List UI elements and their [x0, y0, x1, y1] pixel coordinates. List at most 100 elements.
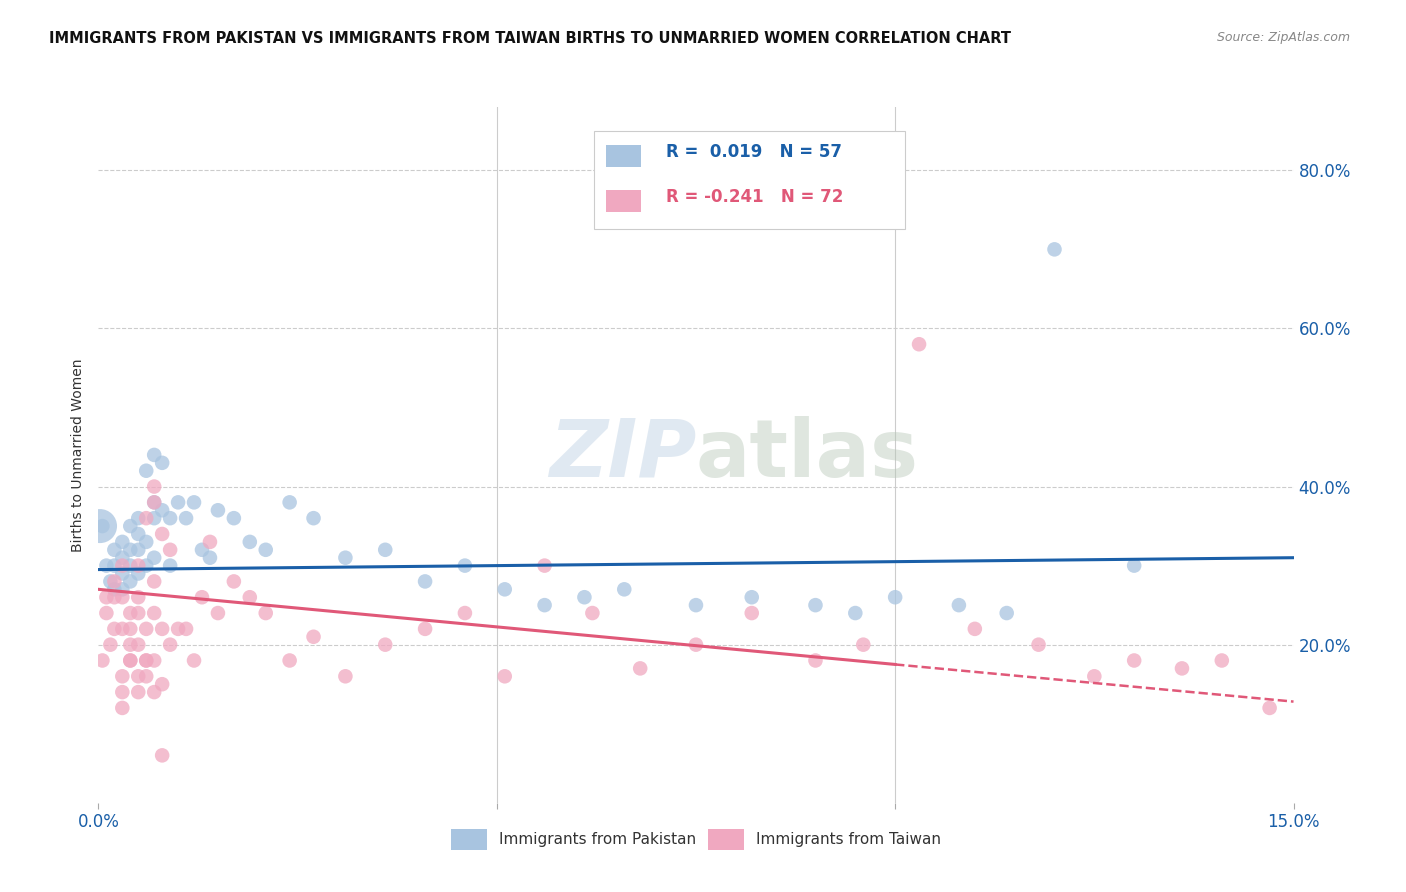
- Point: [685, 638, 707, 652]
- Text: ZIP: ZIP: [548, 416, 696, 494]
- Text: Source: ZipAtlas.com: Source: ZipAtlas.com: [1216, 31, 1350, 45]
- Point: [159, 558, 181, 573]
- Point: [127, 606, 149, 620]
- Point: [908, 337, 931, 351]
- Point: [374, 542, 396, 557]
- Point: [167, 622, 190, 636]
- Point: [150, 456, 173, 470]
- Point: [741, 591, 763, 605]
- Point: [135, 534, 157, 549]
- Point: [96, 558, 118, 573]
- Point: [111, 582, 134, 597]
- Point: [143, 495, 166, 509]
- Point: [111, 550, 134, 565]
- Point: [150, 677, 173, 691]
- Point: [127, 591, 149, 605]
- Point: [120, 638, 142, 652]
- Point: [159, 511, 181, 525]
- Point: [111, 685, 134, 699]
- Point: [494, 582, 516, 597]
- Point: [96, 606, 118, 620]
- Text: R = -0.241   N = 72: R = -0.241 N = 72: [666, 188, 844, 206]
- Point: [852, 638, 875, 652]
- Bar: [606, 145, 641, 167]
- Point: [685, 598, 707, 612]
- Point: [254, 606, 277, 620]
- Point: [103, 591, 125, 605]
- Point: [613, 582, 636, 597]
- Point: [574, 591, 596, 605]
- Point: [741, 606, 763, 620]
- Point: [1123, 653, 1146, 667]
- Point: [120, 519, 142, 533]
- Text: Immigrants from Pakistan: Immigrants from Pakistan: [499, 832, 696, 847]
- Point: [127, 542, 149, 557]
- Point: [120, 558, 142, 573]
- Bar: [451, 830, 486, 850]
- Point: [150, 503, 173, 517]
- Point: [143, 511, 166, 525]
- Point: [302, 511, 325, 525]
- Point: [278, 495, 301, 509]
- Point: [120, 574, 142, 589]
- Point: [254, 542, 277, 557]
- Point: [191, 542, 214, 557]
- Point: [413, 622, 436, 636]
- Point: [1043, 243, 1066, 257]
- Point: [143, 653, 166, 667]
- Point: [103, 558, 125, 573]
- Point: [374, 638, 396, 652]
- Point: [135, 653, 157, 667]
- Point: [143, 479, 166, 493]
- Point: [135, 464, 157, 478]
- Point: [111, 558, 134, 573]
- Point: [183, 653, 205, 667]
- Point: [103, 582, 125, 597]
- Point: [1211, 653, 1233, 667]
- Point: [135, 511, 157, 525]
- Point: [143, 550, 166, 565]
- Point: [143, 495, 166, 509]
- Point: [159, 638, 181, 652]
- Y-axis label: Births to Unmarried Women: Births to Unmarried Women: [70, 359, 84, 551]
- Point: [302, 630, 325, 644]
- Point: [1123, 558, 1146, 573]
- Point: [91, 653, 114, 667]
- Point: [494, 669, 516, 683]
- Point: [143, 448, 166, 462]
- Point: [159, 542, 181, 557]
- Point: [127, 566, 149, 581]
- Point: [120, 653, 142, 667]
- Point: [127, 669, 149, 683]
- Point: [995, 606, 1018, 620]
- Point: [191, 591, 214, 605]
- Point: [804, 653, 827, 667]
- Point: [454, 558, 477, 573]
- Text: Immigrants from Taiwan: Immigrants from Taiwan: [756, 832, 941, 847]
- Point: [222, 511, 245, 525]
- Point: [120, 653, 142, 667]
- Point: [454, 606, 477, 620]
- Point: [98, 574, 122, 589]
- Point: [844, 606, 866, 620]
- Point: [143, 574, 166, 589]
- Point: [135, 558, 157, 573]
- Point: [174, 511, 197, 525]
- Point: [239, 534, 262, 549]
- Point: [127, 685, 149, 699]
- Point: [335, 669, 357, 683]
- Point: [413, 574, 436, 589]
- Point: [207, 503, 229, 517]
- Point: [150, 748, 173, 763]
- Point: [111, 566, 134, 581]
- Point: [143, 685, 166, 699]
- Point: [96, 591, 118, 605]
- Point: [198, 550, 221, 565]
- Point: [135, 653, 157, 667]
- Point: [127, 558, 149, 573]
- Point: [628, 661, 651, 675]
- Point: [1258, 701, 1281, 715]
- Point: [89, 519, 111, 533]
- Point: [111, 534, 134, 549]
- Point: [120, 542, 142, 557]
